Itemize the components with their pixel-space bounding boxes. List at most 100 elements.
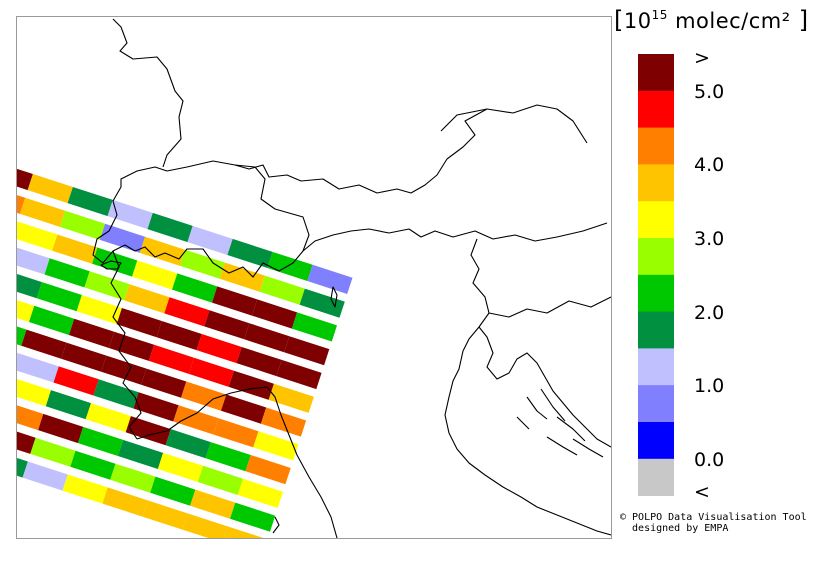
swath-pixel [188,357,234,387]
swath-pixel [204,310,250,340]
swath-pixel [251,299,298,329]
legend-tick-label: 5.0 [694,81,724,103]
legend-color-boxes [638,54,674,496]
border-it-si [470,238,490,328]
swath-pixel [116,308,162,338]
swath-pixel [223,526,264,538]
credit-text: © POLPO Data Visualisation Tool designed… [620,512,807,534]
swath-pixel [196,334,242,364]
lake-geneva [100,260,122,270]
swath-pixel [102,487,148,517]
swath-pixel [172,273,218,303]
swath-pixel [53,366,99,396]
swath-pixel [20,197,66,227]
border-si-hr [488,296,611,318]
credit-line-2: designed by EMPA [620,523,729,534]
country-borders [92,18,611,538]
legend-color-box [638,127,674,165]
legend-color-box [638,458,674,496]
swath-pixel [142,500,188,530]
color-legend: > 5.0 4.0 3.0 2.0 1.0 0.0 < [638,47,724,503]
units-base: 10 [623,9,652,33]
swath-pixel [230,502,276,532]
swath-pixel [212,286,258,316]
swath-pixel [17,405,44,431]
map-canvas [17,18,611,538]
swath-pixel [27,174,73,204]
border-switzerland [92,160,310,278]
swath-pixel [110,463,156,493]
swath-pixel [197,465,243,495]
swath-pixel [17,221,18,224]
swath-pixel [124,284,170,314]
swath-pixel [244,323,290,353]
swath-pixel [236,347,282,377]
swath-pixel [78,426,124,456]
swath-pixel [157,452,204,482]
swath-pixel [150,476,196,506]
border-fr-it [110,250,142,440]
swath-pixel [156,321,202,351]
swath-pixel [45,390,91,420]
swath-pixel [44,258,90,288]
swath-pixel [133,392,179,422]
units-exponent: 15 [651,8,668,22]
swath-pixel [165,429,211,459]
swath-pixel [93,379,139,409]
swath-pixel [29,305,75,335]
legend-color-box [638,274,674,312]
swath-pixel [52,234,98,264]
legend-tick-label: 0.0 [694,449,724,471]
swath-pixel [17,273,42,299]
legend-tick-label: 1.0 [694,375,724,397]
swath-pixel [259,275,305,305]
swath-pixel [125,416,171,446]
credit-line-1: © POLPO Data Visualisation Tool [620,512,807,523]
swath-pixel [190,489,236,519]
swath-pixel [62,474,108,504]
swath-pixel [17,457,28,478]
legend-color-box [638,201,674,239]
swath-pixel [17,168,33,191]
swath-pixel [253,431,299,461]
swath-pixel [276,359,322,390]
swath-pixel [85,403,131,433]
swath-pixel [70,450,116,480]
swath-pixel [187,225,233,255]
swath-pixel [108,331,155,361]
coast-islands [516,388,604,458]
swath-pixel [181,381,227,411]
legend-tick-label: 3.0 [694,228,724,250]
legend-tick-labels: > 5.0 4.0 3.0 2.0 1.0 0.0 < [694,47,724,503]
units-close-bracket: ] [790,6,809,34]
swath-pixel [67,187,113,217]
units-open-bracket: [ [614,6,624,34]
map-panel [16,16,612,539]
swath-pixel [22,461,68,491]
legend-color-box [638,90,674,128]
satellite-swath [17,168,353,538]
units-unit: molec/cm² [667,9,791,33]
swath-pixel [291,312,337,342]
legend-under-label: < [694,481,710,503]
swath-pixel [17,352,19,360]
swath-pixel [101,355,147,385]
swath-pixel [17,221,58,251]
coast-ligurian [136,386,338,538]
swath-pixel [21,329,67,359]
swath-pixel [76,295,122,325]
legend-color-box [638,348,674,386]
swath-pixel [84,271,130,301]
swath-pixel [173,405,219,435]
swath-pixel [17,300,35,322]
legend-color-box [638,311,674,349]
swath-pixel [219,262,265,292]
border-fr-be-de [112,18,184,168]
swath-pixel [36,282,82,312]
swath-pixel [139,236,185,266]
swath-pixel [99,223,146,253]
legend-over-label: > [694,47,710,69]
border-at-it [302,222,608,252]
swath-pixel [117,439,164,469]
